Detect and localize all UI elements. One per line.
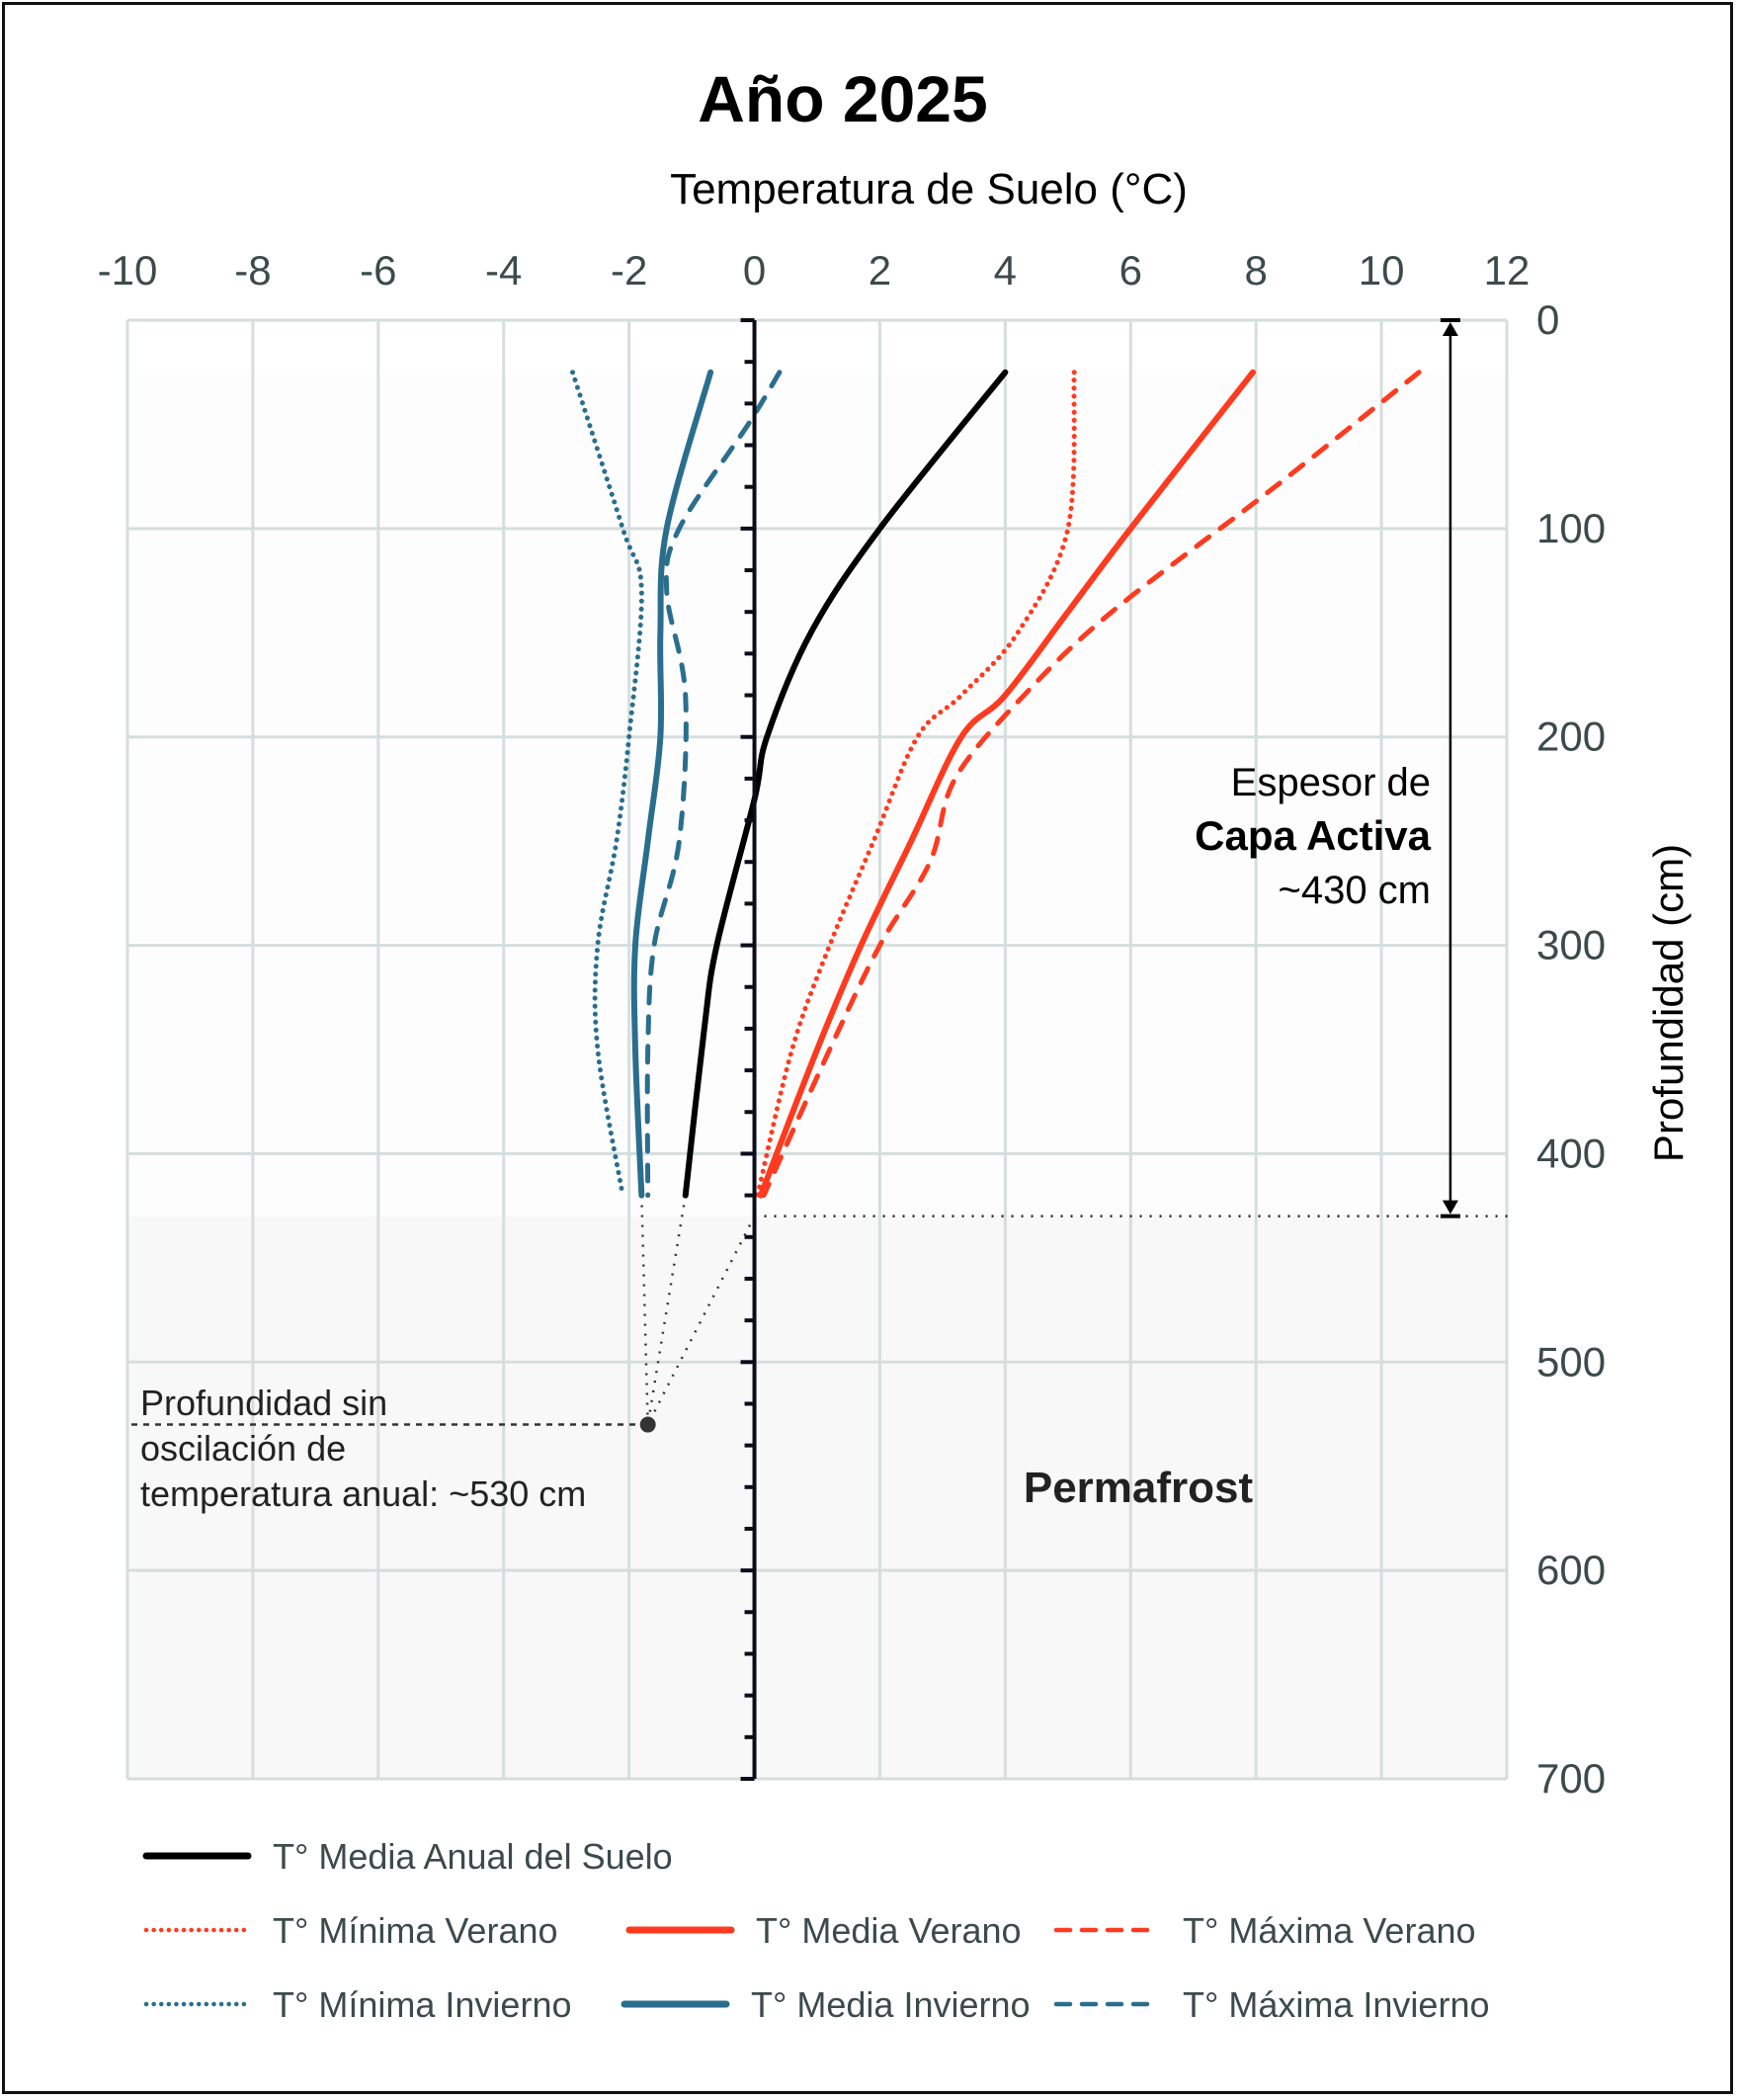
y-tick-label: 100 bbox=[1536, 505, 1606, 551]
legend-label: T° Mínima Verano bbox=[273, 1910, 558, 1951]
series-line-t-media-anual-del-suelo bbox=[682, 369, 1009, 1199]
x-tick-label: -6 bbox=[360, 247, 396, 294]
legend-label: T° Mínima Invierno bbox=[273, 1984, 571, 2025]
legend-item: T° Máxima Invierno bbox=[1053, 1984, 1489, 2025]
x-axis-label: Temperatura de Suelo (°C) bbox=[670, 165, 1188, 213]
x-tick-label: -4 bbox=[485, 247, 522, 294]
legend-item: T° Mínima Invierno bbox=[143, 1984, 571, 2025]
series-line-t-maxima-verano bbox=[761, 370, 1422, 1199]
legend-item: T° Máxima Verano bbox=[1053, 1910, 1476, 1951]
x-tick-label: 4 bbox=[994, 247, 1017, 294]
y-tick-label: 700 bbox=[1536, 1755, 1606, 1802]
y-tick-label: 400 bbox=[1536, 1130, 1606, 1176]
x-tick-label: 6 bbox=[1119, 247, 1142, 294]
x-tick-label: 12 bbox=[1484, 247, 1531, 294]
legend-label: T° Máxima Verano bbox=[1183, 1910, 1476, 1951]
zero-amplitude-label-line1: Profundidad sin bbox=[140, 1383, 387, 1423]
y-tick-label: 500 bbox=[1536, 1338, 1606, 1385]
series-line-t-maxima-invierno bbox=[644, 370, 783, 1199]
series-line-t-minima-verano bbox=[755, 370, 1077, 1199]
y-tick-label: 200 bbox=[1536, 714, 1606, 760]
permafrost-area bbox=[127, 1216, 1507, 1779]
legend-label: T° Media Anual del Suelo bbox=[273, 1836, 673, 1877]
active-layer-label-line2: Capa Activa bbox=[1195, 812, 1432, 859]
legend-label: T° Media Verano bbox=[756, 1910, 1022, 1951]
y-tick-label: 300 bbox=[1536, 922, 1606, 968]
y-tick-label: 0 bbox=[1536, 296, 1559, 343]
active-layer-label-line1: Espesor de bbox=[1231, 761, 1431, 804]
permafrost-label: Permafrost bbox=[1024, 1464, 1254, 1512]
legend: T° Media Anual del Suelo T° Mínima Verano… bbox=[142, 1836, 1489, 2025]
x-tick-label: 10 bbox=[1359, 247, 1405, 294]
y-tick-label: 600 bbox=[1536, 1547, 1606, 1593]
active-layer-label-line3: ~430 cm bbox=[1278, 869, 1431, 912]
x-tick-label: -8 bbox=[234, 247, 271, 294]
series-line-t-media-invierno bbox=[630, 369, 714, 1199]
arrow-head-up-icon bbox=[1442, 322, 1458, 336]
y-axis-label: Profundidad (cm) bbox=[1645, 844, 1692, 1162]
zero-amplitude-point bbox=[639, 1416, 656, 1433]
chart-title: Año 2025 bbox=[698, 62, 987, 135]
x-tick-label: -10 bbox=[98, 247, 158, 294]
legend-label: T° Media Invierno bbox=[751, 1984, 1031, 2025]
legend-label: T° Máxima Invierno bbox=[1183, 1984, 1489, 2025]
arrow-head-down-icon bbox=[1442, 1200, 1458, 1215]
series-line-t-media-verano bbox=[757, 369, 1257, 1199]
x-tick-label: 2 bbox=[869, 247, 891, 294]
series-line-t-minima-invierno bbox=[570, 370, 644, 1199]
x-tick-label: 0 bbox=[743, 247, 766, 294]
x-tick-label: 8 bbox=[1245, 247, 1268, 294]
legend-item: T° Mínima Verano bbox=[143, 1910, 558, 1951]
x-tick-label: -2 bbox=[611, 247, 647, 294]
zero-amplitude-label-line2: oscilación de bbox=[140, 1428, 346, 1469]
legend-item: T° Media Invierno bbox=[621, 1984, 1031, 2025]
legend-item: T° Media Verano bbox=[625, 1910, 1022, 1951]
legend-item: T° Media Anual del Suelo bbox=[142, 1836, 673, 1877]
zero-amplitude-label-line3: temperatura anual: ~530 cm bbox=[140, 1473, 586, 1514]
